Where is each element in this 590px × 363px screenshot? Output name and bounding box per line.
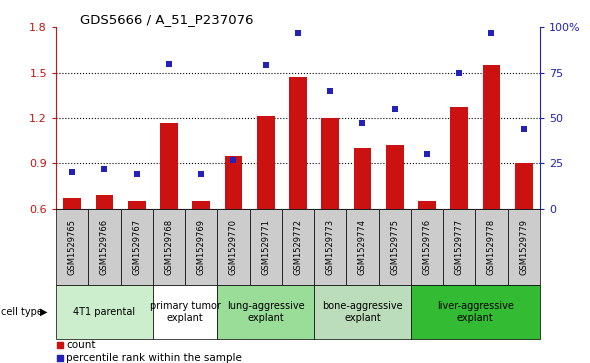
Point xyxy=(55,342,65,348)
Text: GSM1529769: GSM1529769 xyxy=(196,219,206,275)
Text: 4T1 parental: 4T1 parental xyxy=(73,307,136,317)
Text: GSM1529770: GSM1529770 xyxy=(229,219,238,275)
Point xyxy=(67,170,77,175)
Point xyxy=(132,171,142,177)
Text: GSM1529777: GSM1529777 xyxy=(455,219,464,275)
Text: GSM1529778: GSM1529778 xyxy=(487,219,496,275)
Bar xyxy=(353,148,371,209)
Point xyxy=(519,126,529,132)
Point xyxy=(100,166,109,172)
Text: GSM1529775: GSM1529775 xyxy=(390,219,399,275)
Bar xyxy=(96,195,113,209)
Bar xyxy=(386,145,404,209)
Bar xyxy=(160,122,178,209)
Bar xyxy=(192,201,210,209)
Point xyxy=(196,171,206,177)
FancyBboxPatch shape xyxy=(411,285,540,339)
Point xyxy=(422,151,432,157)
FancyBboxPatch shape xyxy=(476,209,507,285)
Text: lung-aggressive
explant: lung-aggressive explant xyxy=(227,301,304,323)
Bar xyxy=(63,198,81,209)
Text: GDS5666 / A_51_P237076: GDS5666 / A_51_P237076 xyxy=(80,13,254,26)
Text: GSM1529768: GSM1529768 xyxy=(165,219,173,275)
FancyBboxPatch shape xyxy=(185,209,217,285)
Text: bone-aggressive
explant: bone-aggressive explant xyxy=(322,301,403,323)
FancyBboxPatch shape xyxy=(217,209,250,285)
FancyBboxPatch shape xyxy=(56,209,88,285)
FancyBboxPatch shape xyxy=(217,285,314,339)
FancyBboxPatch shape xyxy=(411,209,443,285)
Text: liver-aggressive
explant: liver-aggressive explant xyxy=(437,301,514,323)
Text: count: count xyxy=(67,340,96,350)
Bar xyxy=(225,156,242,209)
FancyBboxPatch shape xyxy=(379,209,411,285)
Bar xyxy=(128,201,146,209)
FancyBboxPatch shape xyxy=(282,209,314,285)
FancyBboxPatch shape xyxy=(153,285,217,339)
FancyBboxPatch shape xyxy=(314,285,411,339)
FancyBboxPatch shape xyxy=(507,209,540,285)
Point xyxy=(55,355,65,361)
FancyBboxPatch shape xyxy=(250,209,282,285)
Text: GSM1529774: GSM1529774 xyxy=(358,219,367,275)
Point xyxy=(293,30,303,36)
Text: GSM1529765: GSM1529765 xyxy=(68,219,77,275)
Point xyxy=(454,70,464,76)
FancyBboxPatch shape xyxy=(314,209,346,285)
Point xyxy=(487,30,496,36)
Bar xyxy=(483,65,500,209)
Text: GSM1529767: GSM1529767 xyxy=(132,219,141,275)
Bar xyxy=(322,118,339,209)
Bar xyxy=(450,107,468,209)
Point xyxy=(261,62,270,68)
Point xyxy=(229,157,238,163)
Text: cell type: cell type xyxy=(1,307,43,317)
Text: GSM1529766: GSM1529766 xyxy=(100,219,109,275)
Text: percentile rank within the sample: percentile rank within the sample xyxy=(67,353,242,363)
Bar xyxy=(289,77,307,209)
Point xyxy=(358,121,367,126)
Text: GSM1529773: GSM1529773 xyxy=(326,219,335,275)
FancyBboxPatch shape xyxy=(346,209,379,285)
Text: GSM1529776: GSM1529776 xyxy=(422,219,431,275)
Text: primary tumor
explant: primary tumor explant xyxy=(150,301,221,323)
Bar xyxy=(257,117,274,209)
FancyBboxPatch shape xyxy=(120,209,153,285)
FancyBboxPatch shape xyxy=(153,209,185,285)
Point xyxy=(390,106,399,112)
FancyBboxPatch shape xyxy=(443,209,476,285)
Point xyxy=(326,88,335,94)
Point xyxy=(164,61,173,66)
Text: GSM1529779: GSM1529779 xyxy=(519,219,528,275)
FancyBboxPatch shape xyxy=(88,209,120,285)
Text: ▶: ▶ xyxy=(40,307,47,317)
Bar xyxy=(515,163,533,209)
FancyBboxPatch shape xyxy=(56,285,153,339)
Bar xyxy=(418,201,436,209)
Text: GSM1529772: GSM1529772 xyxy=(293,219,303,275)
Text: GSM1529771: GSM1529771 xyxy=(261,219,270,275)
